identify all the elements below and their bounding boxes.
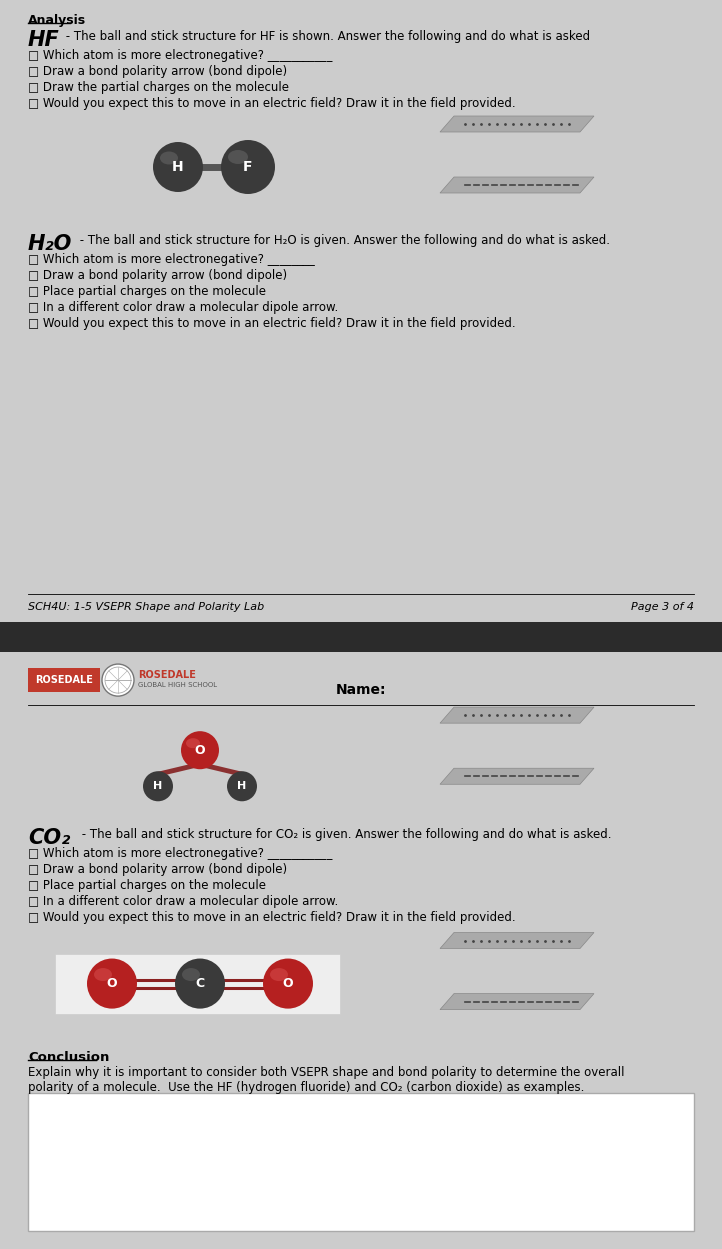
Text: Analysis: Analysis [28,14,86,27]
Bar [0,622,722,652]
Text: - The ball and stick structure for CO₂ is given. Answer the following and do wha: - The ball and stick structure for CO₂ i… [78,828,612,842]
Ellipse shape [143,771,173,802]
Ellipse shape [181,731,219,769]
Polygon shape [440,707,594,723]
Ellipse shape [160,151,178,165]
Polygon shape [440,768,594,784]
Text: polarity of a molecule.  Use the HF (hydrogen fluoride) and CO₂ (carbon dioxide): polarity of a molecule. Use the HF (hydr… [28,1080,584,1094]
Text: □ Draw the partial charges on the molecule: □ Draw the partial charges on the molecu… [28,81,289,94]
Text: SCH4U: 1-5 VSEPR Shape and Polarity Lab: SCH4U: 1-5 VSEPR Shape and Polarity Lab [28,602,264,612]
Text: □ Would you expect this to move in an electric field? Draw it in the field provi: □ Would you expect this to move in an el… [28,912,516,924]
Text: GLOBAL HIGH SCHOOL: GLOBAL HIGH SCHOOL [138,682,217,688]
Circle shape [102,664,134,696]
Text: O: O [107,977,117,990]
Text: - The ball and stick structure for HF is shown. Answer the following and do what: - The ball and stick structure for HF is… [62,30,590,42]
Text: □ In a different color draw a molecular dipole arrow.: □ In a different color draw a molecular … [28,896,338,908]
Text: □ Would you expect this to move in an electric field? Draw it in the field provi: □ Would you expect this to move in an el… [28,317,516,330]
Text: Page 3 of 4: Page 3 of 4 [631,602,694,612]
Ellipse shape [263,958,313,1009]
Text: □ In a different color draw a molecular dipole arrow.: □ In a different color draw a molecular … [28,301,338,313]
Text: □ Which atom is more electronegative? ___________: □ Which atom is more electronegative? __… [28,49,332,62]
Text: □ Would you expect this to move in an electric field? Draw it in the field provi: □ Would you expect this to move in an el… [28,97,516,110]
Text: H: H [153,782,162,792]
Polygon shape [440,994,594,1009]
Ellipse shape [153,142,203,192]
Bar [28,668,100,692]
Ellipse shape [87,958,137,1009]
Ellipse shape [175,958,225,1009]
Text: □ Place partial charges on the molecule: □ Place partial charges on the molecule [28,285,266,299]
Ellipse shape [227,771,257,802]
Bar [55,953,340,1014]
Text: Name:: Name: [336,683,386,697]
Text: □ Place partial charges on the molecule: □ Place partial charges on the molecule [28,879,266,893]
Text: □ Draw a bond polarity arrow (bond dipole): □ Draw a bond polarity arrow (bond dipol… [28,863,287,877]
Text: O: O [283,977,293,990]
Polygon shape [440,177,594,194]
Ellipse shape [221,140,275,194]
Text: H: H [238,782,247,792]
Text: C: C [196,977,204,990]
Bar [28,1093,694,1232]
Text: Conclusion: Conclusion [28,1050,109,1064]
Text: CO₂: CO₂ [28,828,70,848]
Ellipse shape [228,150,248,164]
Text: ROSEDALE: ROSEDALE [35,676,93,686]
Text: □ Which atom is more electronegative? ___________: □ Which atom is more electronegative? __… [28,847,332,861]
Text: HF: HF [28,30,60,50]
Ellipse shape [270,968,288,980]
Text: □ Which atom is more electronegative? ________: □ Which atom is more electronegative? __… [28,254,315,266]
Text: - The ball and stick structure for H₂O is given. Answer the following and do wha: - The ball and stick structure for H₂O i… [76,234,610,247]
Text: H₂O: H₂O [28,234,72,254]
Polygon shape [440,116,594,132]
Text: □ Draw a bond polarity arrow (bond dipole): □ Draw a bond polarity arrow (bond dipol… [28,65,287,77]
Ellipse shape [186,738,200,748]
Text: ROSEDALE: ROSEDALE [138,669,196,681]
Ellipse shape [94,968,112,980]
Ellipse shape [182,968,200,980]
Text: F: F [243,160,253,174]
Polygon shape [440,933,594,948]
Text: H: H [172,160,184,174]
Text: Explain why it is important to consider both VSEPR shape and bond polarity to de: Explain why it is important to consider … [28,1065,625,1079]
Text: O: O [195,743,205,757]
Text: □ Draw a bond polarity arrow (bond dipole): □ Draw a bond polarity arrow (bond dipol… [28,269,287,282]
